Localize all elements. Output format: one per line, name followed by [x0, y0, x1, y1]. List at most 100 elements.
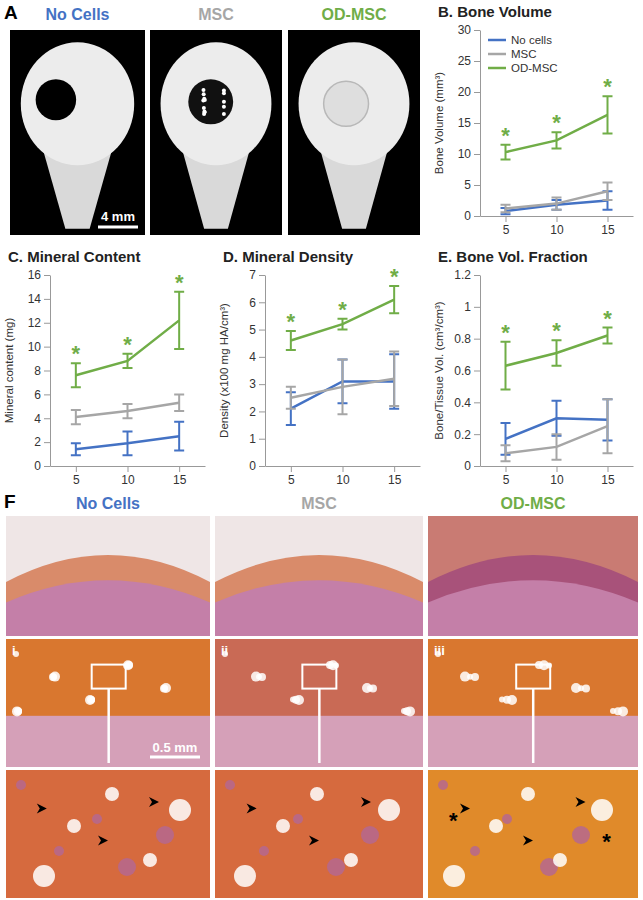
histology-image [215, 770, 423, 898]
column-header: No Cells [76, 495, 140, 512]
x-tick-label: 15 [173, 473, 187, 487]
x-axis: 51015 [481, 466, 634, 487]
error-bar [174, 394, 184, 411]
y-tick-label: 12 [28, 316, 42, 330]
y-tick-mark [44, 323, 50, 324]
x-tick-mark [343, 466, 344, 472]
y-tick: 6 [249, 296, 265, 310]
y-tick-mark [474, 123, 480, 124]
y-tick: 15 [458, 116, 480, 130]
micro-ct-image [10, 30, 145, 235]
y-tick-mark [44, 418, 50, 419]
error-bar [603, 183, 613, 200]
error-bar [603, 96, 613, 133]
y-tick: 0 [464, 209, 480, 223]
histology-image [428, 516, 638, 636]
x-tick-label: 10 [121, 473, 135, 487]
y-axis: 0246810121416 [28, 268, 51, 473]
y-tick: 3 [249, 377, 265, 391]
x-tick-label: 5 [503, 223, 510, 237]
chart-title: E. Bone Vol. Fraction [438, 248, 588, 265]
y-tick-label: 0.4 [454, 396, 471, 410]
y-tick: 16 [28, 268, 50, 282]
panel-label: A [4, 2, 18, 23]
error-bar [501, 445, 511, 461]
y-tick-label: 4 [34, 412, 41, 426]
x-tick-mark [394, 466, 395, 472]
y-tick-label: 7 [249, 268, 256, 282]
y-tick: 14 [28, 292, 50, 306]
x-tick-label: 15 [388, 473, 402, 487]
point-label: * [287, 309, 296, 334]
point-label: * [552, 318, 561, 343]
error-bar [501, 342, 511, 390]
error-bar [123, 404, 133, 418]
x-tick-label: 5 [503, 473, 510, 487]
error-bar [389, 351, 399, 406]
x-tick-mark [291, 466, 292, 472]
y-tick: 5 [464, 178, 480, 192]
scale-bar [98, 226, 138, 229]
x-tick-mark [557, 216, 558, 222]
y-tick-label: 5 [249, 323, 256, 337]
y-tick-mark [259, 439, 265, 440]
legend-swatch [488, 53, 506, 56]
point-label: * [123, 332, 132, 357]
y-tick: 0.8 [454, 332, 480, 346]
x-tick: 10 [550, 216, 564, 237]
y-tick: 0 [464, 459, 480, 473]
y-tick-mark [259, 302, 265, 303]
y-tick-label: 0 [464, 209, 471, 223]
x-tick-label: 15 [601, 473, 615, 487]
y-tick-label: 16 [28, 268, 42, 282]
x-tick: 10 [121, 466, 135, 487]
x-axis: 51015 [266, 466, 421, 487]
column-header: OD-MSC [501, 495, 566, 512]
y-axis-line [480, 31, 481, 217]
y-tick-label: 2 [249, 405, 256, 419]
error-bar [286, 387, 296, 409]
y-tick-mark [44, 466, 50, 467]
y-tick-mark [474, 154, 480, 155]
y-axis-line [265, 276, 266, 467]
row-label: i [12, 643, 16, 658]
error-bar [603, 399, 613, 453]
y-tick-mark [474, 434, 480, 435]
series-line [76, 320, 179, 375]
point-label: * [501, 320, 510, 345]
point-label: * [501, 123, 510, 148]
x-tick: 15 [388, 466, 402, 487]
legend-label: OD-MSC [511, 62, 558, 74]
y-tick-mark [44, 275, 50, 276]
y-tick-label: 10 [28, 340, 42, 354]
y-tick-label: 1.2 [454, 268, 471, 282]
y-tick: 0.6 [454, 364, 480, 378]
legend-entry: OD-MSC [488, 62, 558, 74]
y-tick: 4 [34, 412, 50, 426]
error-bar [338, 360, 348, 415]
x-axis: 5 10 15 [481, 216, 634, 237]
y-tick-mark [259, 275, 265, 276]
y-tick-label: 0.6 [454, 364, 471, 378]
chart-panel: B. Bone VolumeBone Volume (mm³)051015202… [433, 3, 634, 237]
y-tick-label: 3 [249, 377, 256, 391]
y-axis: 01234567 [249, 268, 265, 473]
y-tick: 10 [28, 340, 50, 354]
histology-image [6, 770, 210, 898]
x-tick: 5 [73, 466, 80, 487]
y-tick: 0 [249, 459, 265, 473]
legend-entry: No cells [488, 34, 552, 46]
x-tick-mark [557, 466, 558, 472]
y-tick-mark [474, 92, 480, 93]
histology-image [6, 516, 210, 636]
y-tick-label: 15 [458, 116, 472, 130]
y-tick: 8 [34, 364, 50, 378]
x-tick-mark [608, 466, 609, 472]
point-label: * [72, 341, 81, 366]
y-tick: 30 [458, 23, 480, 37]
error-bar [501, 205, 511, 212]
y-tick: 2 [249, 405, 265, 419]
x-tick-label: 15 [601, 223, 615, 237]
micro-ct-image [150, 30, 282, 235]
chart-panel: D. Mineral DensityDensity (x100 mg HA/cm… [218, 248, 421, 487]
